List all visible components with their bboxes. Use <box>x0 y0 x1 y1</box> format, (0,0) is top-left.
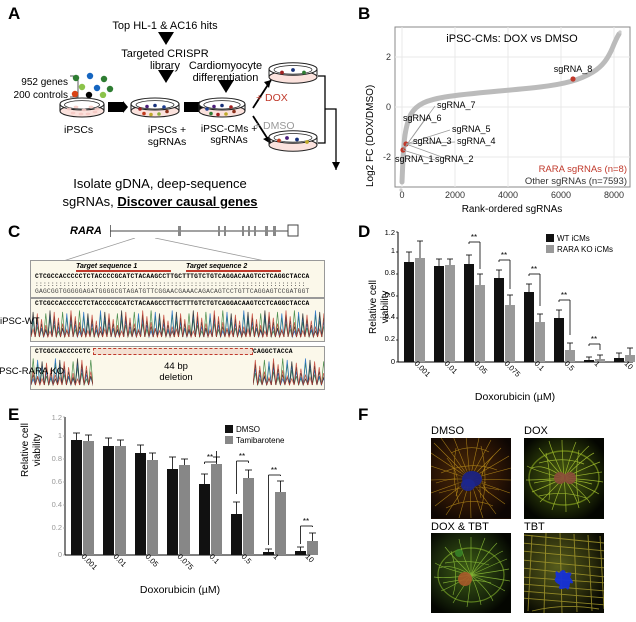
svg-text:0.4: 0.4 <box>52 500 62 509</box>
svg-text:-2: -2 <box>383 152 391 162</box>
svg-text:1: 1 <box>58 431 62 440</box>
svg-text:Rank-ordered sgRNAs: Rank-ordered sgRNAs <box>462 204 563 215</box>
svg-text:sgRNA_4: sgRNA_4 <box>457 136 496 146</box>
svg-text:Other sgRNAs (n=7593): Other sgRNAs (n=7593) <box>525 176 627 187</box>
svg-text:**: ** <box>471 233 477 242</box>
svg-text:2: 2 <box>386 52 391 62</box>
svg-text:Doxorubicin (µM): Doxorubicin (µM) <box>140 584 220 596</box>
svg-text:**: ** <box>271 466 277 475</box>
svg-text:RARA sgRNAs (n=8): RARA sgRNAs (n=8) <box>539 164 627 175</box>
svg-text:sgRNA_1: sgRNA_1 <box>395 154 434 164</box>
svg-text:1.2: 1.2 <box>385 228 395 237</box>
svg-text:0.8: 0.8 <box>52 454 62 463</box>
svg-text:**: ** <box>561 291 567 300</box>
svg-text:0: 0 <box>386 102 391 112</box>
svg-text:Doxorubicin (µM): Doxorubicin (µM) <box>475 391 555 403</box>
svg-text:0: 0 <box>391 357 395 366</box>
svg-text:sgRNA_2: sgRNA_2 <box>435 154 474 164</box>
svg-text:iPSC-CMs: DOX vs DMSO: iPSC-CMs: DOX vs DMSO <box>446 33 578 45</box>
svg-text:RARA KO iCMs: RARA KO iCMs <box>557 245 613 254</box>
svg-text:DMSO: DMSO <box>236 425 260 434</box>
svg-text:0: 0 <box>58 550 62 559</box>
svg-text:1.2: 1.2 <box>52 413 62 422</box>
svg-text:4000: 4000 <box>498 190 518 200</box>
svg-text:2000: 2000 <box>445 190 465 200</box>
svg-text:WT iCMs: WT iCMs <box>557 234 590 243</box>
svg-text:**: ** <box>591 335 597 344</box>
svg-text:**: ** <box>531 265 537 274</box>
svg-text:8000: 8000 <box>604 190 624 200</box>
svg-text:**: ** <box>207 453 213 462</box>
svg-text:6000: 6000 <box>551 190 571 200</box>
svg-text:Tamibarotene: Tamibarotene <box>236 436 285 445</box>
svg-text:1: 1 <box>391 246 395 255</box>
svg-text:**: ** <box>303 517 309 526</box>
svg-text:0.6: 0.6 <box>52 477 62 486</box>
svg-text:sgRNA_5: sgRNA_5 <box>452 124 491 134</box>
svg-text:sgRNA_8: sgRNA_8 <box>554 64 593 74</box>
svg-text:sgRNA_6: sgRNA_6 <box>403 113 442 123</box>
svg-text:sgRNA_3: sgRNA_3 <box>413 136 452 146</box>
svg-text:**: ** <box>501 251 507 260</box>
svg-text:0.2: 0.2 <box>52 523 62 532</box>
svg-text:**: ** <box>239 452 245 461</box>
svg-text:0: 0 <box>399 190 404 200</box>
svg-text:sgRNA_7: sgRNA_7 <box>437 100 476 110</box>
